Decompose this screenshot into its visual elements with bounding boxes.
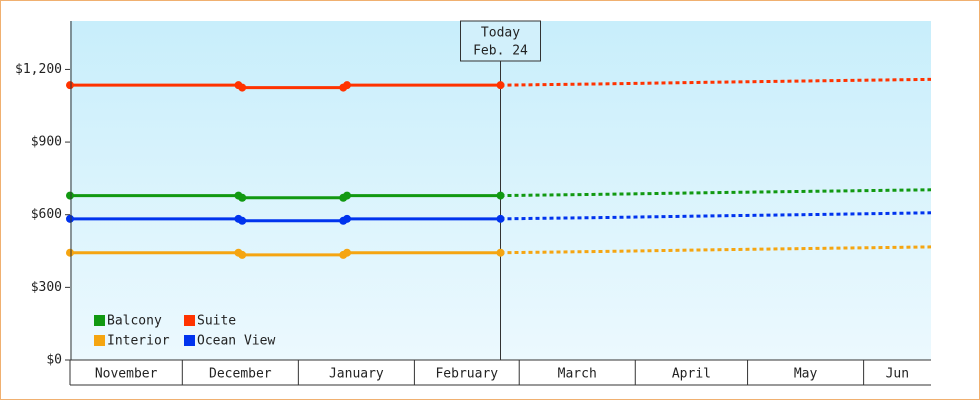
legend-swatch [94, 315, 105, 326]
data-point [238, 83, 247, 92]
data-point [66, 214, 74, 223]
x-tick-label: January [329, 367, 384, 382]
forecast-line [500, 188, 932, 198]
legend-label: Balcony [107, 314, 162, 329]
y-tick-label: $0 [46, 353, 62, 368]
data-point [66, 191, 74, 200]
x-tick-label: February [435, 367, 498, 382]
x-tick-label: May [794, 367, 818, 382]
series-line [70, 194, 501, 200]
data-point [343, 248, 352, 257]
data-point [496, 248, 505, 257]
data-point [343, 214, 352, 223]
data-point [238, 250, 247, 259]
y-tick-label: $300 [31, 280, 62, 295]
y-tick-label: $900 [31, 135, 62, 150]
data-point [343, 81, 352, 90]
legend-label: Ocean View [197, 334, 275, 349]
data-point [496, 191, 505, 200]
series-line [70, 251, 501, 257]
legend-swatch [184, 335, 195, 346]
x-tick-label: Jun [886, 367, 909, 382]
data-point [343, 191, 352, 200]
data-point [496, 214, 505, 223]
series-line [70, 217, 501, 223]
today-text: Feb. 24 [473, 44, 528, 59]
series-line [70, 83, 501, 90]
data-point [496, 81, 505, 90]
legend-label: Interior [107, 334, 170, 349]
data-point [66, 81, 74, 90]
x-tick-label: December [209, 367, 272, 382]
data-point [238, 216, 247, 225]
x-tick-label: November [95, 367, 158, 382]
x-tick-label: April [672, 367, 711, 382]
legend-swatch [94, 335, 105, 346]
today-label: Today Feb. 24 [460, 20, 541, 62]
data-point [66, 248, 74, 257]
today-box [460, 20, 541, 62]
legend-label: Suite [197, 314, 236, 329]
legend-swatch [184, 315, 195, 326]
x-tick-label: March [558, 367, 597, 382]
y-tick-label: $1,200 [15, 62, 62, 77]
y-tick-label: $600 [31, 207, 62, 222]
forecast-line [500, 245, 932, 255]
forecast-line [500, 211, 932, 221]
today-text: Today [481, 26, 520, 41]
data-point [238, 193, 247, 202]
forecast-line [500, 77, 932, 87]
